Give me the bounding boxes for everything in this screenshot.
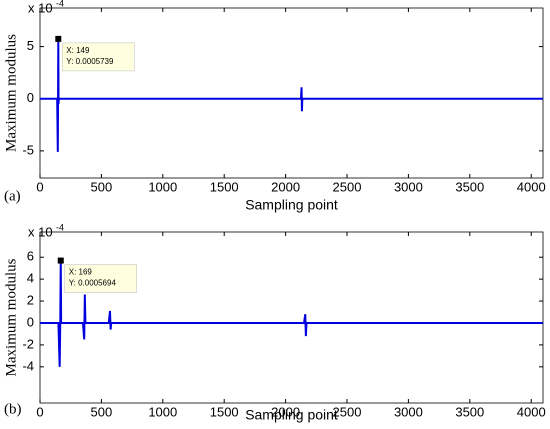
x-tick-label: 3500 [455,179,484,194]
x-tick-label: 1000 [148,179,177,194]
x-tick-label: 2500 [333,404,362,419]
panel-label: (b) [4,401,22,417]
datatip-box [64,264,138,293]
x-tick-label: 3000 [394,179,423,194]
y-tick-label: 6 [27,249,34,264]
plot-box [39,231,544,404]
datatip-text: X: 149 [66,46,90,55]
x-tick-label: 500 [91,404,113,419]
data-line [40,38,543,152]
x-tick-label: 1500 [210,404,239,419]
y-tick-label: -5 [22,142,34,157]
y-tick-label: 4 [27,271,34,286]
exponent-power: -4 [56,0,64,8]
x-tick-label: 3000 [394,404,423,419]
datatip-box [62,42,135,72]
exponent-power: -4 [56,222,64,232]
x-tick-label: 1000 [148,404,177,419]
x-axis-label: Sampling point [245,407,338,423]
y-tick-label: -4 [22,358,34,373]
y-tick-label: 0 [27,90,34,105]
exponent: x 10 [28,224,53,239]
y-tick-label: -2 [22,336,34,351]
y-tick-label: 0 [27,314,34,329]
datatip-text: X: 169 [69,268,93,277]
plot-box [39,7,544,179]
datatip-marker [55,35,62,42]
x-tick-label: 2500 [333,179,362,194]
x-axis-label: Sampling point [245,197,338,213]
y-tick-label: 5 [27,38,34,53]
x-tick-label: 2000 [271,404,300,419]
x-tick-label: 0 [36,404,43,419]
x-tick-label: 0 [36,179,43,194]
y-axis-label: Maximum modulus [3,258,19,376]
x-tick-label: 4000 [517,404,546,419]
x-tick-label: 500 [91,179,113,194]
data-line [40,260,543,367]
panel-label: (a) [4,188,21,204]
exponent: x 10 [28,0,53,15]
x-tick-label: 3500 [455,404,484,419]
datatip-text: Y: 0.0005694 [69,279,117,288]
x-tick-label: 2000 [271,179,300,194]
datatip-marker [57,257,64,264]
y-axis-label: Maximum modulus [3,34,19,152]
datatip-text: Y: 0.0005739 [66,57,114,66]
y-tick-label: 2 [27,292,34,307]
x-tick-label: 4000 [517,179,546,194]
x-tick-label: 1500 [210,179,239,194]
